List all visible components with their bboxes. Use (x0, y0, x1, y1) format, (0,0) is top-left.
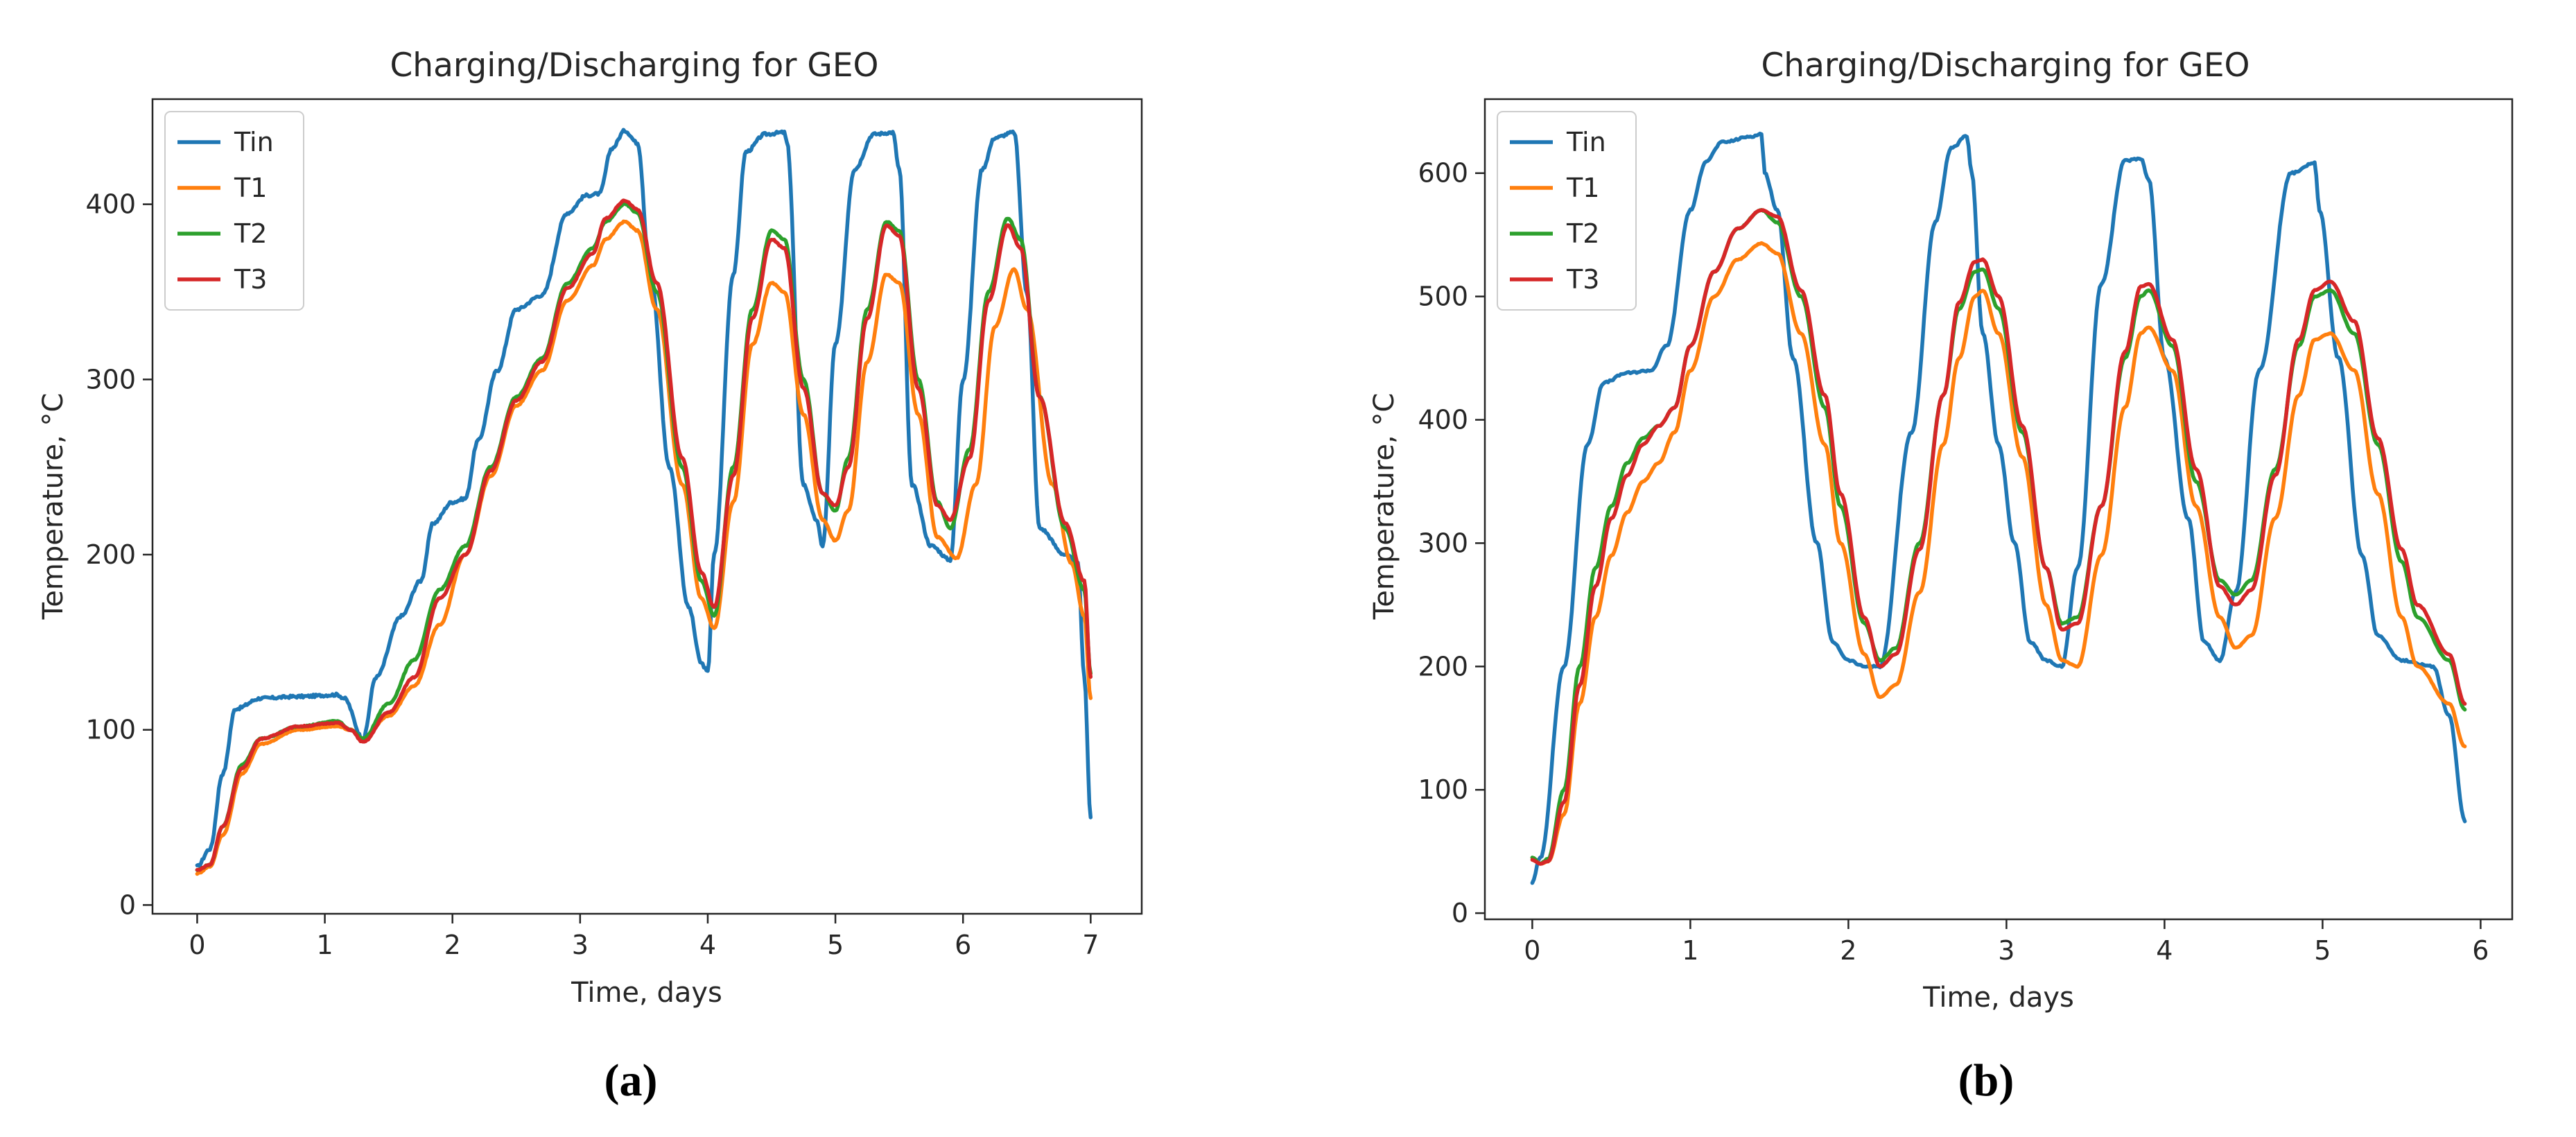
chart-b-xtick-label: 1 (1682, 935, 1698, 966)
chart-a-ytick-label: 300 (85, 364, 136, 394)
chart-b-legend-label: T3 (1566, 264, 1599, 295)
chart-b-ylabel: Temperature, °C (1368, 393, 1400, 620)
chart-a-series-t2 (195, 202, 1093, 872)
chart-b-legend-box (1497, 111, 1637, 311)
chart-b-ytick-label: 100 (1418, 774, 1468, 805)
chart-b-panel-label: (b) (1958, 1055, 2014, 1106)
chart-b-xtick-label: 0 (1524, 935, 1540, 966)
chart-a-legend-label: T1 (234, 173, 267, 203)
chart-a-xtick-label: 3 (572, 930, 589, 960)
chart-b-series-t1 (1530, 241, 2467, 866)
chart-b-legend-label: T2 (1566, 218, 1599, 249)
chart-b-ytick-label: 300 (1418, 528, 1468, 558)
chart-a-xtick-label: 0 (189, 930, 205, 960)
chart-a-ytick-label: 200 (85, 539, 136, 570)
chart-b-ytick-label: 600 (1418, 158, 1468, 189)
chart-b-series-tin (1530, 131, 2467, 885)
chart-b-xtick-label: 5 (2314, 935, 2331, 966)
chart-a-frame (151, 98, 1143, 915)
chart-b-frame (1483, 98, 2514, 921)
chart-b-series-t3 (1530, 208, 2467, 866)
chart-a-xlabel: Time, days (571, 977, 722, 1009)
chart-a-title: Charging/Discharging for GEO (390, 46, 878, 85)
chart-a-xtick-label: 6 (955, 930, 971, 960)
chart-a-xtick-label: 2 (444, 930, 461, 960)
chart-a-series-t3 (195, 198, 1093, 872)
chart-a-ytick-label: 100 (85, 715, 136, 745)
chart-b-title: Charging/Discharging for GEO (1761, 46, 2249, 85)
chart-b-xtick-label: 2 (1840, 935, 1856, 966)
chart-b: Charging/Discharging for GEO 0 1 2 3 4 5 6 0 100… (1368, 46, 2514, 1106)
chart-a-series-t1 (195, 219, 1093, 876)
chart-a-legend: Tin T1 T2 T3 (164, 111, 304, 311)
chart-b-xlabel: Time, days (1922, 982, 2074, 1014)
chart-a-ytick-label: 0 (119, 889, 136, 920)
chart-a-xtick-label: 5 (827, 930, 844, 960)
chart-a-panel-label: (a) (604, 1055, 658, 1106)
chart-a-legend-label: Tin (234, 127, 274, 157)
chart-b-xtick-label: 6 (2472, 935, 2489, 966)
chart-a-series-tin (195, 128, 1093, 868)
chart-a-xtick-label: 4 (699, 930, 716, 960)
chart-a: Charging/Discharging for GEO 0 1 2 3 4 5 6 7 0 10… (37, 46, 1143, 1106)
chart-a-xtick-label: 1 (316, 930, 333, 960)
chart-b-ytick-label: 400 (1418, 405, 1468, 435)
chart-b-ytick-label: 0 (1452, 898, 1468, 928)
chart-b-series-t2 (1530, 208, 2467, 866)
chart-a-ytick-label: 400 (85, 189, 136, 220)
chart-a-legend-box (164, 111, 304, 311)
chart-b-legend: Tin T1 T2 T3 (1497, 111, 1637, 311)
chart-b-xtick-label: 3 (1998, 935, 2014, 966)
chart-a-xtick-label: 7 (1082, 930, 1099, 960)
chart-b-legend-label: Tin (1566, 127, 1606, 157)
chart-b-xtick-label: 4 (2156, 935, 2173, 966)
chart-b-legend-label: T1 (1566, 173, 1599, 203)
chart-a-ylabel: Temperature, °C (37, 393, 69, 620)
chart-a-legend-label: T3 (234, 264, 267, 295)
chart-a-legend-label: T2 (234, 218, 267, 249)
chart-b-ytick-label: 200 (1418, 651, 1468, 682)
chart-b-ytick-label: 500 (1418, 281, 1468, 312)
